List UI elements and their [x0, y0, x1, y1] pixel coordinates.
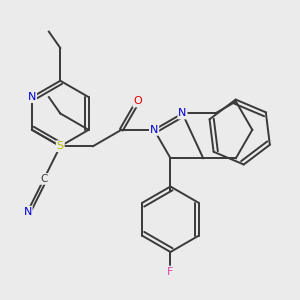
Text: N: N: [23, 207, 32, 217]
Text: N: N: [28, 92, 36, 102]
Text: O: O: [134, 97, 142, 106]
Text: S: S: [57, 141, 64, 151]
Text: C: C: [40, 174, 48, 184]
Text: F: F: [167, 267, 174, 277]
Text: N: N: [150, 125, 158, 135]
Text: N: N: [178, 109, 187, 118]
